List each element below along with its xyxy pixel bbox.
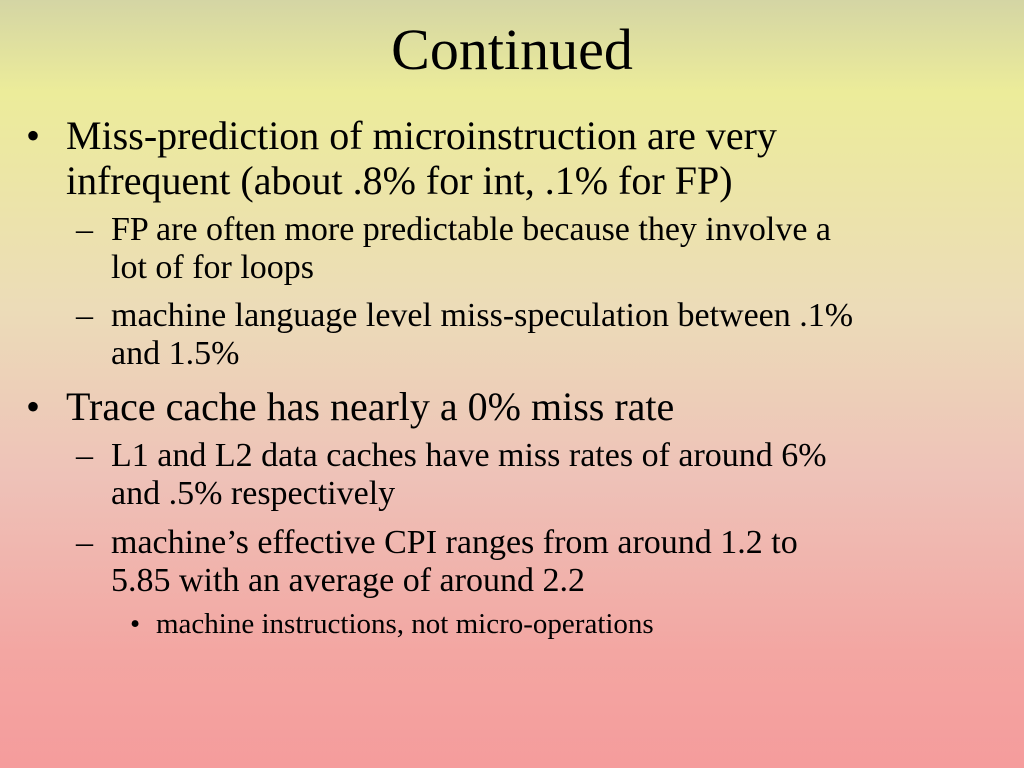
sub-bullet-marker: – bbox=[76, 211, 93, 248]
sub-sub-bullet-marker: • bbox=[130, 608, 141, 640]
bullet-marker: • bbox=[26, 384, 41, 429]
sub-bullet-text: machine’s effective CPI ranges from arou… bbox=[111, 524, 798, 561]
bullet-text: infrequent (about .8% for int, .1% for F… bbox=[66, 158, 733, 203]
sub-bullet-text: machine language level miss-speculation … bbox=[111, 297, 854, 334]
sub-sub-bullet-text: machine instructions, not micro-operatio… bbox=[156, 608, 654, 640]
sub-bullet-text: lot of for loops bbox=[111, 249, 315, 286]
sub-bullet-marker: – bbox=[76, 297, 93, 334]
sub-bullet-text: and 1.5% bbox=[111, 335, 240, 372]
sub-bullet-text: 5.85 with an average of around 2.2 bbox=[111, 562, 585, 599]
bullet-text: Miss-prediction of microinstruction are … bbox=[66, 113, 777, 158]
sub-bullet-text: L1 and L2 data caches have miss rates of… bbox=[111, 437, 827, 474]
bullet-text: Trace cache has nearly a 0% miss rate bbox=[66, 384, 675, 429]
bullet-marker: • bbox=[26, 113, 41, 158]
sub-bullet-marker: – bbox=[76, 437, 93, 474]
sub-bullet-text: FP are often more predictable because th… bbox=[111, 211, 832, 248]
sub-bullet-marker: – bbox=[76, 524, 93, 561]
slide-title: Continued bbox=[391, 17, 633, 82]
sub-bullet-text: and .5% respectively bbox=[111, 475, 396, 512]
